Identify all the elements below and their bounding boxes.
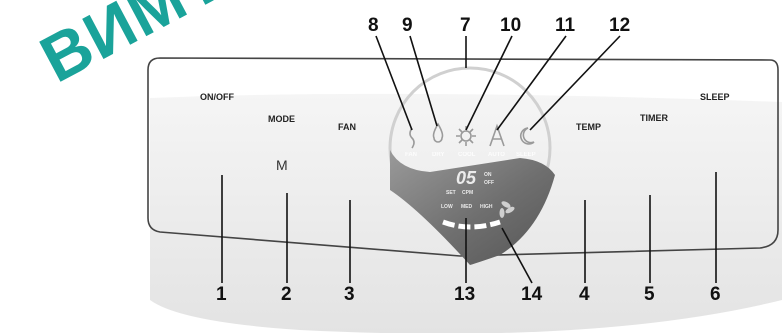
sleep-label: SLEEP: [700, 92, 730, 102]
speed-arc: [442, 219, 501, 230]
display-off: OFF: [484, 180, 494, 186]
on-off-label: ON/OFF: [200, 92, 234, 102]
callout-13: 13: [454, 284, 476, 305]
callout-3: 3: [344, 284, 355, 305]
display-cpm: CPM: [462, 190, 474, 196]
callout-7: 7: [460, 15, 471, 36]
callout-11: 11: [555, 15, 576, 36]
mode-m-glyph: M: [276, 157, 288, 173]
callout-5: 5: [644, 284, 655, 305]
auto-a-icon: [489, 123, 505, 147]
sun-icon: [460, 130, 472, 142]
display-low: LOW: [441, 204, 453, 210]
display-sleep-text: SLEEP: [516, 152, 536, 158]
callout-9: 9: [402, 15, 413, 36]
display-set: SET: [446, 190, 456, 196]
display-on: ON: [484, 172, 492, 178]
callout-1: 1: [216, 284, 227, 305]
display-cool-text: COOL: [458, 152, 476, 158]
callout-4: 4: [579, 284, 590, 305]
callout-2: 2: [281, 284, 292, 305]
mode-label: MODE: [268, 114, 295, 124]
display-high: HIGH: [480, 204, 493, 210]
display-icons: [409, 122, 535, 149]
drop-icon: [432, 122, 444, 143]
callout-10: 10: [500, 15, 522, 36]
timer-label: TIMER: [640, 113, 668, 123]
callout-6: 6: [710, 284, 721, 305]
callout-12: 12: [609, 15, 631, 36]
fan-symbol-icon: [409, 127, 415, 149]
moon-icon: [519, 127, 535, 145]
callout-14: 14: [521, 284, 543, 305]
display-auto-text: AUTO: [488, 152, 505, 158]
display-lens: [390, 150, 555, 265]
display-med: MED: [461, 204, 473, 210]
fan-label: FAN: [338, 122, 356, 132]
display-digits: 05: [456, 168, 477, 188]
leader-lines: [221, 35, 717, 284]
display-fan-text: FAN: [405, 152, 417, 158]
display-dry-text: DRY: [432, 152, 445, 158]
temp-label: TEMP: [576, 122, 602, 132]
panel-outline: [147, 57, 779, 257]
fan-blade-icon: [499, 201, 515, 218]
callout-8: 8: [368, 15, 379, 36]
